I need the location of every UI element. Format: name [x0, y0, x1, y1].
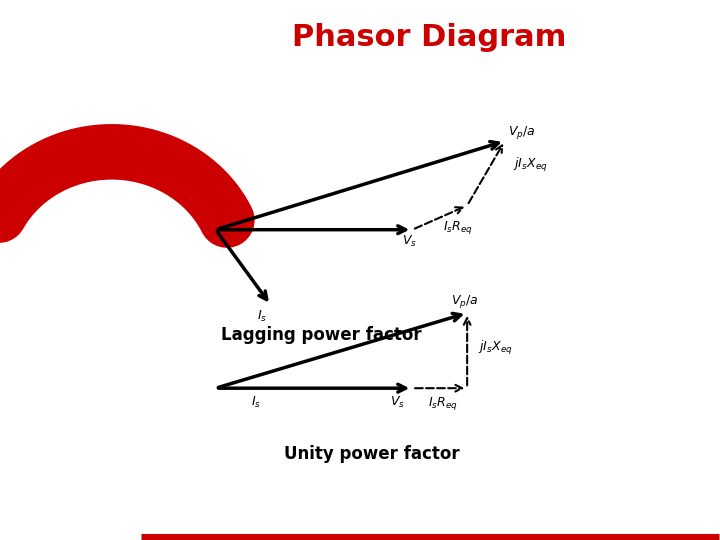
Text: $jI_sX_{eq}$: $jI_sX_{eq}$ — [513, 156, 548, 174]
Text: $V_p/a$: $V_p/a$ — [451, 293, 478, 310]
Text: Phasor Diagram: Phasor Diagram — [292, 23, 567, 52]
Text: $V_s$: $V_s$ — [390, 395, 405, 410]
Text: $V_s$: $V_s$ — [402, 234, 417, 249]
Text: $I_s$: $I_s$ — [251, 395, 261, 410]
Text: $I_sR_{eq}$: $I_sR_{eq}$ — [428, 395, 457, 412]
Text: Unity power factor: Unity power factor — [284, 444, 459, 463]
Text: $I_sR_{eq}$: $I_sR_{eq}$ — [443, 219, 472, 235]
Text: $I_s$: $I_s$ — [257, 309, 267, 324]
Text: Lagging power factor: Lagging power factor — [222, 326, 422, 345]
Text: $jI_sX_{eq}$: $jI_sX_{eq}$ — [477, 339, 512, 357]
Text: $V_p/a$: $V_p/a$ — [508, 124, 535, 141]
